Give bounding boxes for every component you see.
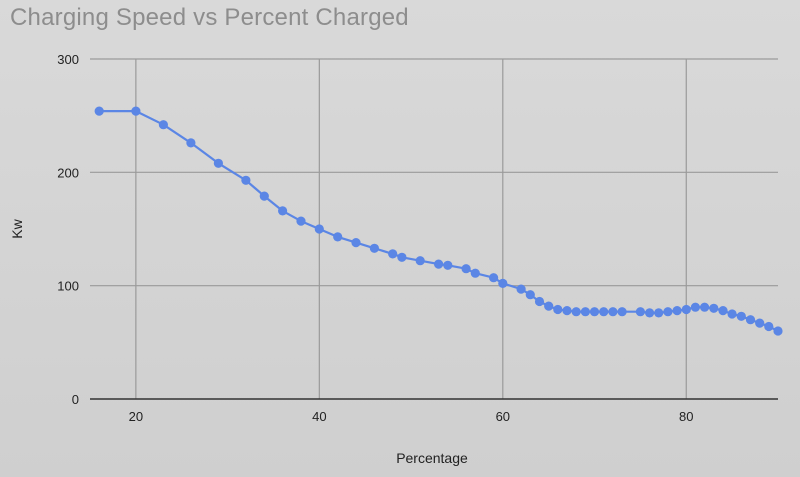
data-point-36 xyxy=(278,206,288,216)
data-point-54 xyxy=(443,260,453,270)
y-tick-label-0: 0 xyxy=(72,392,79,407)
data-series xyxy=(94,106,783,336)
y-tick-label-100: 100 xyxy=(57,279,79,294)
data-point-79 xyxy=(672,306,682,316)
data-point-75 xyxy=(635,307,646,317)
data-point-76 xyxy=(645,308,655,318)
x-tick-label-40: 40 xyxy=(312,409,326,424)
data-point-49 xyxy=(397,252,407,262)
data-point-71 xyxy=(599,307,609,317)
data-point-26 xyxy=(186,138,196,148)
data-point-32 xyxy=(241,175,251,185)
data-point-90 xyxy=(773,326,783,336)
x-axis-label: Percentage xyxy=(396,450,468,466)
chart-title: Charging Speed vs Percent Charged xyxy=(10,4,409,31)
x-tick-label-20: 20 xyxy=(129,409,143,424)
x-tick-label-80: 80 xyxy=(679,409,693,424)
data-point-56 xyxy=(461,264,471,274)
data-point-78 xyxy=(663,307,673,317)
data-point-84 xyxy=(718,306,728,316)
data-point-68 xyxy=(571,307,581,317)
data-point-88 xyxy=(755,318,765,328)
data-point-62 xyxy=(516,284,526,294)
data-point-82 xyxy=(700,302,710,312)
data-point-48 xyxy=(388,249,398,259)
data-point-65 xyxy=(544,301,554,311)
data-point-23 xyxy=(158,120,168,130)
data-point-20 xyxy=(131,106,141,116)
data-point-46 xyxy=(369,243,379,253)
y-tick-label-300: 300 xyxy=(57,52,79,67)
x-tick-label-60: 60 xyxy=(496,409,510,424)
data-point-87 xyxy=(745,315,756,325)
data-point-66 xyxy=(553,304,563,315)
data-point-44 xyxy=(351,238,361,248)
data-point-70 xyxy=(589,307,600,317)
data-point-63 xyxy=(525,290,535,300)
data-point-69 xyxy=(580,307,591,317)
data-point-53 xyxy=(434,259,444,269)
data-point-64 xyxy=(534,296,545,307)
data-point-73 xyxy=(617,307,627,317)
data-point-34 xyxy=(259,191,269,201)
data-point-77 xyxy=(654,308,664,318)
data-point-86 xyxy=(736,311,746,321)
data-point-83 xyxy=(709,303,719,313)
data-point-85 xyxy=(727,309,737,319)
data-point-72 xyxy=(608,307,618,317)
data-point-81 xyxy=(690,302,701,312)
data-point-67 xyxy=(562,306,572,316)
y-tick-label-200: 200 xyxy=(57,165,79,180)
data-point-42 xyxy=(333,232,343,242)
data-point-60 xyxy=(498,278,508,288)
data-point-29 xyxy=(213,158,223,168)
data-point-16 xyxy=(94,106,104,116)
series-line-0 xyxy=(98,110,780,333)
grid-lines xyxy=(90,58,778,399)
data-point-51 xyxy=(415,256,425,266)
data-point-57 xyxy=(470,268,480,278)
data-point-38 xyxy=(296,216,306,226)
data-point-59 xyxy=(489,273,499,283)
tick-labels: 0 100 200 300 20 40 60 80 xyxy=(57,52,693,424)
data-point-80 xyxy=(681,304,691,315)
data-point-40 xyxy=(314,224,324,234)
y-axis-label: Kw xyxy=(9,218,25,238)
data-point-89 xyxy=(764,321,774,332)
